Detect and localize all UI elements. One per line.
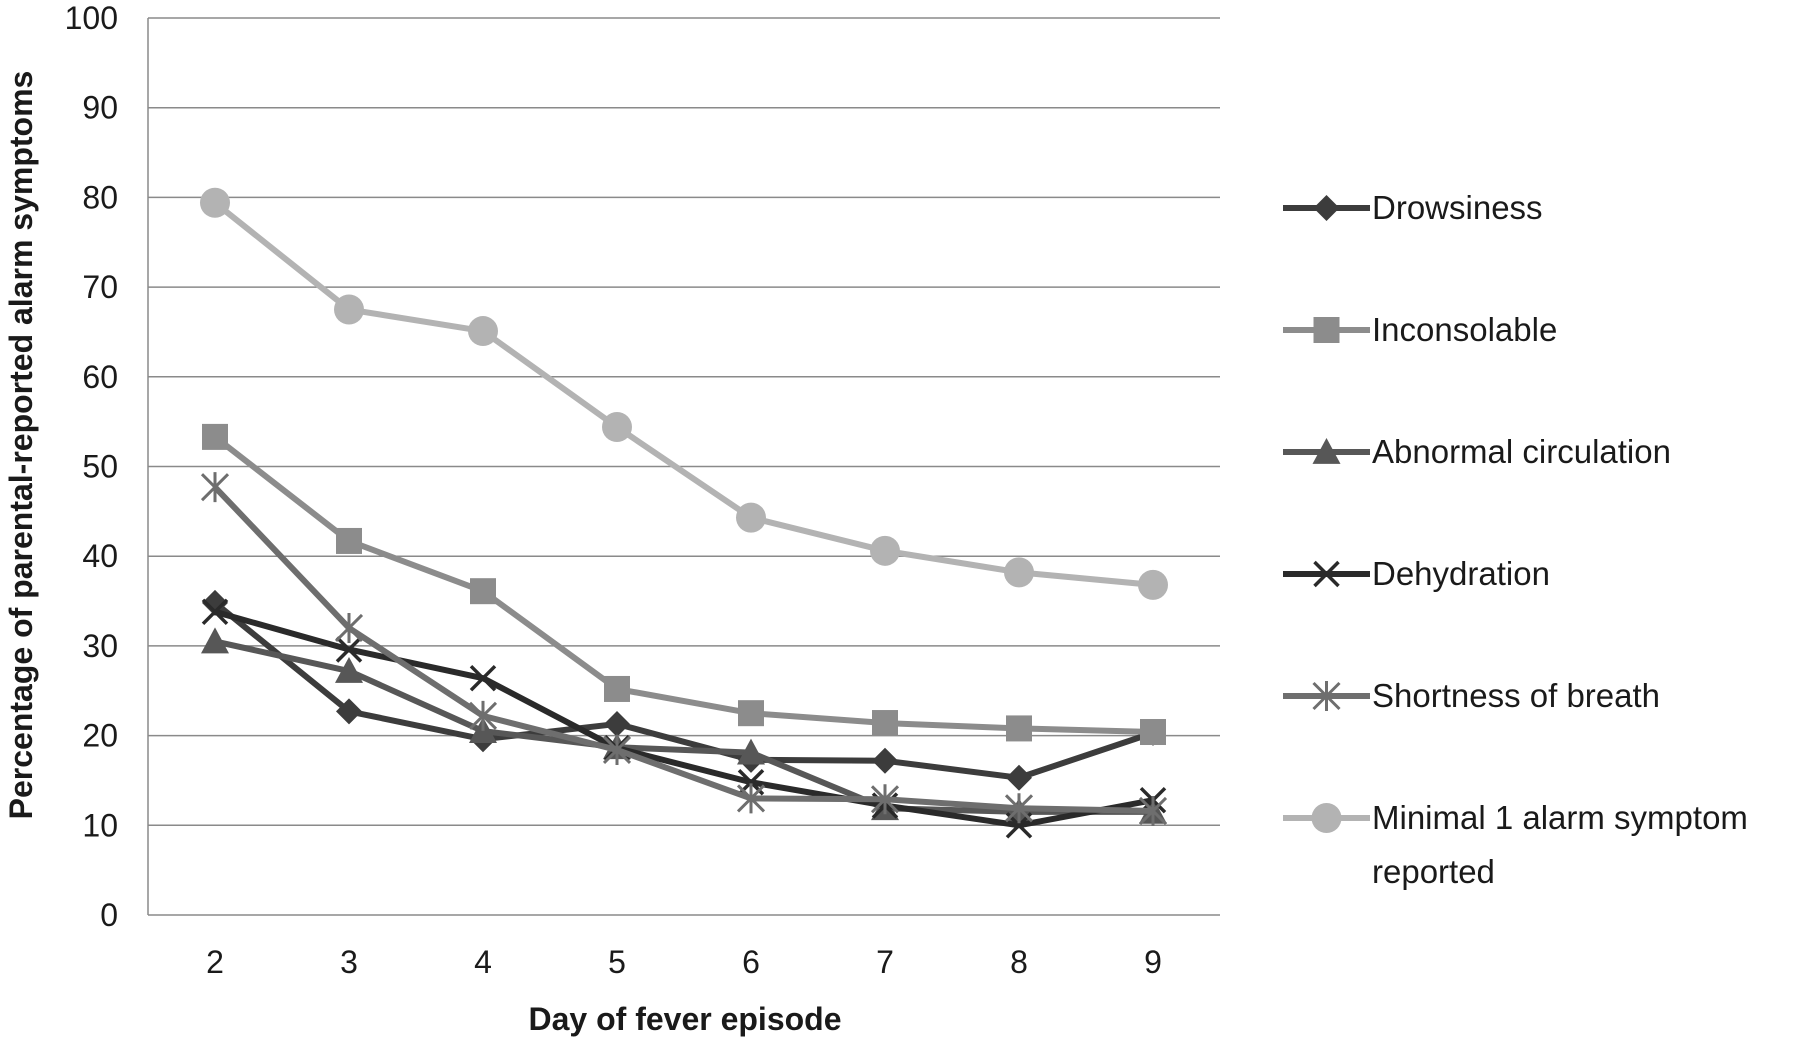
data-point <box>737 738 765 765</box>
data-point <box>201 627 229 654</box>
x-axis-ticks: 2 3 4 5 6 7 8 9 <box>206 944 1162 980</box>
y-tick-label: 90 <box>82 90 118 126</box>
legend-item-inconsolable: Inconsolable <box>1283 311 1557 348</box>
legend-marker <box>1313 317 1340 343</box>
y-tick-label: 20 <box>82 718 118 754</box>
data-point <box>738 700 764 727</box>
data-point <box>1138 795 1168 826</box>
data-point <box>1004 557 1034 588</box>
x-tick-label: 5 <box>608 944 626 980</box>
series-layer <box>200 187 1168 839</box>
legend-marker <box>1311 803 1342 833</box>
y-tick-label: 70 <box>82 269 118 305</box>
y-tick-label: 60 <box>82 359 118 395</box>
legend: Drowsiness Inconsolable Abnormal circulati… <box>1283 189 1748 890</box>
legend-label: Inconsolable <box>1372 311 1557 348</box>
legend-label: Shortness of breath <box>1372 677 1660 714</box>
legend-marker <box>1312 681 1341 711</box>
series-inconsolable <box>202 423 1166 746</box>
x-tick-label: 6 <box>742 944 760 980</box>
data-point <box>334 294 364 325</box>
x-tick-label: 2 <box>206 944 224 980</box>
data-point <box>202 589 228 616</box>
legend-item-abnormal-circulation: Abnormal circulation <box>1283 433 1671 470</box>
legend-item-minimal-1-alarm-symptom-reported: Minimal 1 alarm symptom reported <box>1283 799 1748 890</box>
gridlines <box>147 17 1220 916</box>
legend-marker <box>1313 195 1340 221</box>
legend-item-drowsiness: Drowsiness <box>1283 189 1543 226</box>
x-axis-title: Day of fever episode <box>529 1001 842 1037</box>
legend-marker <box>1313 560 1340 588</box>
data-point <box>604 675 630 702</box>
x-tick-label: 3 <box>340 944 358 980</box>
series-line <box>213 600 1154 781</box>
data-point <box>334 612 364 643</box>
data-point <box>872 747 898 774</box>
legend-label: Abnormal circulation <box>1372 433 1671 470</box>
data-point <box>1140 719 1166 746</box>
data-point <box>736 502 766 533</box>
x-tick-label: 4 <box>474 944 492 980</box>
y-tick-label: 40 <box>82 538 118 574</box>
data-point <box>1006 764 1032 791</box>
legend-label: Minimal 1 alarm symptom <box>1372 799 1748 836</box>
series-drowsiness <box>202 589 1166 791</box>
legend-label: reported <box>1372 853 1495 890</box>
data-point <box>200 187 230 218</box>
data-point <box>335 636 363 663</box>
legend-item-shortness-of-breath: Shortness of breath <box>1283 677 1660 714</box>
data-point <box>469 664 497 692</box>
y-tick-label: 100 <box>65 0 118 36</box>
series-line <box>214 638 1153 815</box>
legend-label: Drowsiness <box>1372 189 1543 226</box>
series-shortness-of-breath <box>200 472 1168 826</box>
series-line <box>213 200 1154 588</box>
data-point <box>872 710 898 737</box>
data-point <box>870 784 900 815</box>
series-line <box>214 608 1154 829</box>
y-tick-label: 30 <box>82 628 118 664</box>
y-tick-label: 0 <box>100 897 118 933</box>
data-point <box>736 783 766 814</box>
series-line <box>213 434 1154 736</box>
data-point <box>336 527 362 554</box>
data-point <box>200 472 230 503</box>
data-point <box>602 412 632 443</box>
y-axis-title: Percentage of parental-reported alarm sy… <box>3 71 39 820</box>
data-point <box>604 710 630 737</box>
series-minimal-1-alarm-symptom-reported <box>200 187 1168 600</box>
data-point <box>602 734 632 765</box>
legend-item-dehydration: Dehydration <box>1283 555 1550 592</box>
data-point <box>335 657 363 683</box>
data-point <box>336 698 362 725</box>
x-tick-label: 7 <box>876 944 894 980</box>
y-tick-label: 50 <box>82 449 118 485</box>
data-point <box>1006 715 1032 742</box>
data-point <box>1138 569 1168 600</box>
data-point <box>202 423 228 450</box>
data-point <box>870 535 900 566</box>
data-point <box>201 598 229 626</box>
y-tick-label: 80 <box>82 179 118 215</box>
data-point <box>468 316 498 347</box>
data-point <box>468 700 498 731</box>
y-axis-ticks: 0 10 20 30 40 50 60 70 80 90 100 <box>65 0 118 933</box>
data-point <box>470 578 496 605</box>
series-line <box>212 485 1154 814</box>
legend-marker <box>1312 438 1341 464</box>
y-tick-label: 10 <box>82 807 118 843</box>
x-tick-label: 9 <box>1144 944 1162 980</box>
legend-label: Dehydration <box>1372 555 1550 592</box>
data-point <box>1004 793 1034 824</box>
x-tick-label: 8 <box>1010 944 1028 980</box>
